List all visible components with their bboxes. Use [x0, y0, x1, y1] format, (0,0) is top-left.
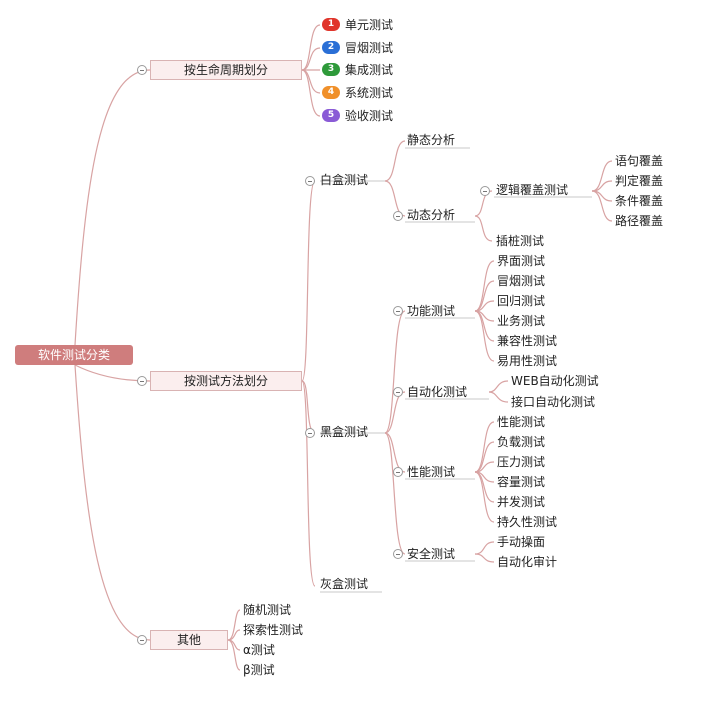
performance-item[interactable]: 压力测试 — [497, 455, 546, 469]
number-5-icon: 5 — [322, 109, 340, 122]
branch-method[interactable]: 按测试方法划分 — [150, 371, 302, 391]
functional-item[interactable]: 业务测试 — [497, 314, 546, 328]
functional-test-node[interactable]: 功能测试 — [407, 304, 456, 318]
coverage-item[interactable]: 条件覆盖 — [615, 194, 664, 208]
collapse-toggle-icon[interactable] — [137, 376, 147, 386]
logic-coverage-node[interactable]: 逻辑覆盖测试 — [496, 183, 569, 197]
whitebox-node[interactable]: 白盒测试 — [320, 173, 369, 187]
root-node[interactable]: 软件测试分类 — [15, 345, 133, 365]
branch-lifecycle[interactable]: 按生命周期划分 — [150, 60, 302, 80]
security-item[interactable]: 自动化审计 — [497, 555, 558, 569]
other-item[interactable]: β测试 — [243, 663, 275, 677]
collapse-toggle-icon[interactable] — [305, 428, 315, 438]
automation-test-node[interactable]: 自动化测试 — [407, 385, 468, 399]
lifecycle-item[interactable]: 冒烟测试 — [345, 41, 394, 55]
other-item[interactable]: α测试 — [243, 643, 275, 657]
functional-item[interactable]: 冒烟测试 — [497, 274, 546, 288]
number-3-icon: 3 — [322, 63, 340, 76]
number-4-icon: 4 — [322, 86, 340, 99]
security-test-node[interactable]: 安全测试 — [407, 547, 456, 561]
collapse-toggle-icon[interactable] — [137, 65, 147, 75]
performance-item[interactable]: 持久性测试 — [497, 515, 558, 529]
coverage-item[interactable]: 语句覆盖 — [615, 154, 664, 168]
automation-item[interactable]: 接口自动化测试 — [511, 395, 596, 409]
stub-test-node[interactable]: 插桩测试 — [496, 234, 545, 248]
dynamic-analysis-node[interactable]: 动态分析 — [407, 208, 456, 222]
lifecycle-item[interactable]: 系统测试 — [345, 86, 394, 100]
collapse-toggle-icon[interactable] — [480, 186, 490, 196]
coverage-item[interactable]: 判定覆盖 — [615, 174, 664, 188]
functional-item[interactable]: 兼容性测试 — [497, 334, 558, 348]
collapse-toggle-icon[interactable] — [393, 549, 403, 559]
performance-item[interactable]: 负载测试 — [497, 435, 546, 449]
functional-item[interactable]: 界面测试 — [497, 254, 546, 268]
security-item[interactable]: 手动操面 — [497, 535, 546, 549]
performance-item[interactable]: 容量测试 — [497, 475, 546, 489]
collapse-toggle-icon[interactable] — [393, 306, 403, 316]
other-item[interactable]: 探索性测试 — [243, 623, 304, 637]
collapse-toggle-icon[interactable] — [305, 176, 315, 186]
performance-item[interactable]: 性能测试 — [497, 415, 546, 429]
blackbox-node[interactable]: 黑盒测试 — [320, 425, 369, 439]
functional-item[interactable]: 易用性测试 — [497, 354, 558, 368]
collapse-toggle-icon[interactable] — [393, 387, 403, 397]
other-item[interactable]: 随机测试 — [243, 603, 292, 617]
performance-item[interactable]: 并发测试 — [497, 495, 546, 509]
performance-test-node[interactable]: 性能测试 — [407, 465, 456, 479]
lifecycle-item[interactable]: 验收测试 — [345, 109, 394, 123]
functional-item[interactable]: 回归测试 — [497, 294, 546, 308]
collapse-toggle-icon[interactable] — [393, 467, 403, 477]
lifecycle-item[interactable]: 集成测试 — [345, 63, 394, 77]
automation-item[interactable]: WEB自动化测试 — [511, 374, 599, 388]
lifecycle-item[interactable]: 单元测试 — [345, 18, 394, 32]
branch-other[interactable]: 其他 — [150, 630, 228, 650]
static-analysis-node[interactable]: 静态分析 — [407, 133, 456, 147]
collapse-toggle-icon[interactable] — [393, 211, 403, 221]
collapse-toggle-icon[interactable] — [137, 635, 147, 645]
number-1-icon: 1 — [322, 18, 340, 31]
number-2-icon: 2 — [322, 41, 340, 54]
graybox-node[interactable]: 灰盒测试 — [320, 577, 369, 591]
coverage-item[interactable]: 路径覆盖 — [615, 214, 664, 228]
